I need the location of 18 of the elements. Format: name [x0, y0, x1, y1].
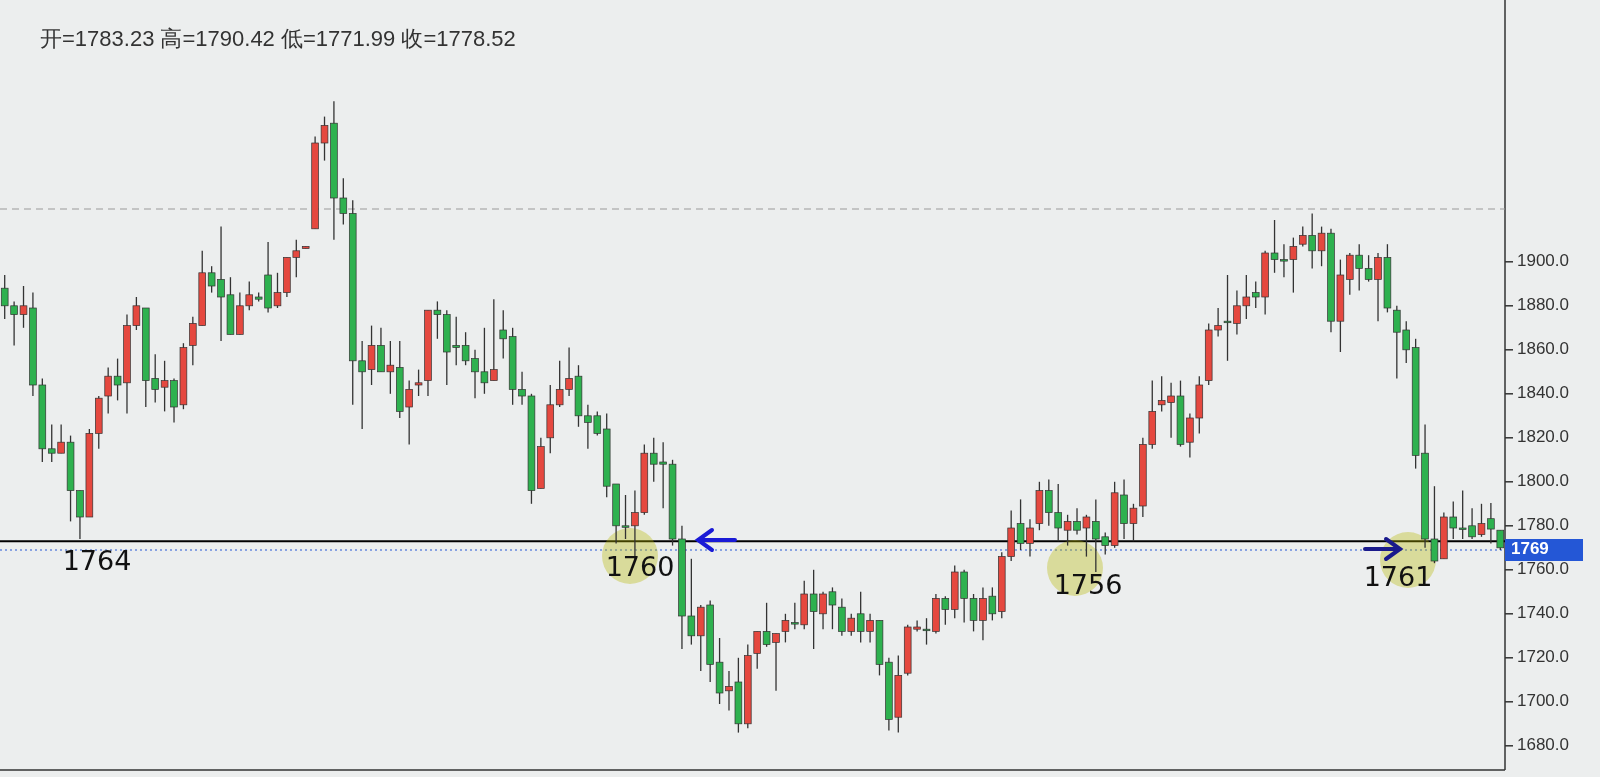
y-tick-label: 1780.0 — [1517, 515, 1569, 535]
text: 开=1783.23 高=1790.42 低=1771.99 收=1778.52 — [40, 26, 516, 51]
annotation: 1756 — [1053, 568, 1123, 600]
ref-line-label: 1769 — [1511, 539, 1549, 559]
annotation: 1760 — [605, 550, 675, 582]
y-tick-label: 1800.0 — [1517, 471, 1569, 491]
y-tick-label: 1760.0 — [1517, 559, 1569, 579]
annotation: 1764 — [62, 544, 132, 576]
y-tick-label: 1820.0 — [1517, 427, 1569, 447]
y-tick-label: 1860.0 — [1517, 339, 1569, 359]
y-tick-label: 1900.0 — [1517, 251, 1569, 271]
y-tick-label: 1680.0 — [1517, 735, 1569, 755]
y-tick-label: 1880.0 — [1517, 295, 1569, 315]
annotation: 1761 — [1363, 560, 1433, 592]
y-tick-label: 1720.0 — [1517, 647, 1569, 667]
y-tick-label: 1840.0 — [1517, 383, 1569, 403]
y-tick-label: 1740.0 — [1517, 603, 1569, 623]
y-tick-label: 1700.0 — [1517, 691, 1569, 711]
